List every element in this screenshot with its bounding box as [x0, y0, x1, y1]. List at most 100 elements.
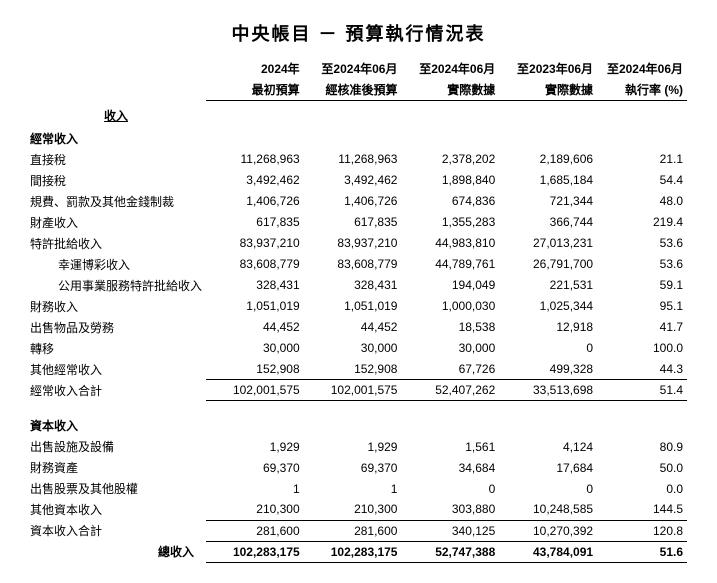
cell: 2,189,606: [499, 149, 597, 170]
cell: 194,049: [401, 275, 499, 296]
cell: 27,013,231: [499, 233, 597, 254]
cell: 53.6: [597, 254, 687, 275]
cell: 328,431: [304, 275, 402, 296]
cell: 83,937,210: [304, 233, 402, 254]
cell: 1,929: [304, 436, 402, 457]
cell: 1,355,283: [401, 212, 499, 233]
cell: 219.4: [597, 212, 687, 233]
cell: 34,684: [401, 457, 499, 478]
cell: 26,791,700: [499, 254, 597, 275]
cell: 102,001,575: [206, 380, 304, 401]
cell: 303,880: [401, 499, 499, 520]
cell: 83,937,210: [206, 233, 304, 254]
cell: 59.1: [597, 275, 687, 296]
cell: 83,608,779: [206, 254, 304, 275]
cell: 3,492,462: [206, 170, 304, 191]
cell: 1,406,726: [206, 191, 304, 212]
cell: 1,929: [206, 436, 304, 457]
cell: 44,983,810: [401, 233, 499, 254]
row-label: 出售股票及其他股權: [30, 478, 206, 499]
col5-h2: 執行率 (%): [597, 79, 687, 101]
row-label: 出售設施及設備: [30, 436, 206, 457]
row-label: 資本收入合計: [30, 520, 206, 541]
cell: 18,538: [401, 317, 499, 338]
row-label: 財務收入: [30, 296, 206, 317]
cell: 617,835: [304, 212, 402, 233]
cell: 120.8: [597, 520, 687, 541]
cell: 30,000: [401, 338, 499, 359]
cell: 17,684: [499, 457, 597, 478]
cell: 44,452: [304, 317, 402, 338]
cell: 1,685,184: [499, 170, 597, 191]
cell: 152,908: [304, 359, 402, 380]
cell: 4,124: [499, 436, 597, 457]
cell: 10,248,585: [499, 499, 597, 520]
cell: 1,561: [401, 436, 499, 457]
cell: 43,784,091: [499, 541, 597, 562]
row-label: 其他資本收入: [30, 499, 206, 520]
cell: 44.3: [597, 359, 687, 380]
section-income-header: 收入: [30, 101, 206, 128]
cell: 52,407,262: [401, 380, 499, 401]
cell: 0: [499, 478, 597, 499]
cell: 52,747,388: [401, 541, 499, 562]
cell: 2,378,202: [401, 149, 499, 170]
row-label: 財產收入: [30, 212, 206, 233]
cell: 30,000: [206, 338, 304, 359]
row-label: 幸運博彩收入: [30, 254, 206, 275]
cell: 340,125: [401, 520, 499, 541]
row-label: 間接稅: [30, 170, 206, 191]
col4-h2: 實際數據: [499, 79, 597, 101]
row-label: 直接稅: [30, 149, 206, 170]
capital-income-header: 資本收入: [30, 415, 206, 436]
cell: 50.0: [597, 457, 687, 478]
row-label: 財務資產: [30, 457, 206, 478]
cell: 69,370: [206, 457, 304, 478]
row-label: 公用事業服務特許批給收入: [30, 275, 206, 296]
cell: 100.0: [597, 338, 687, 359]
cell: 21.1: [597, 149, 687, 170]
row-label: 轉移: [30, 338, 206, 359]
col2-h1: 至2024年06月: [304, 60, 402, 79]
cell: 144.5: [597, 499, 687, 520]
cell: 102,283,175: [304, 541, 402, 562]
cell: 51.6: [597, 541, 687, 562]
cell: 1,051,019: [304, 296, 402, 317]
col3-h2: 實際數據: [401, 79, 499, 101]
cell: 221,531: [499, 275, 597, 296]
cell: 102,001,575: [304, 380, 402, 401]
cell: 152,908: [206, 359, 304, 380]
cell: 0: [401, 478, 499, 499]
cell: 1,000,030: [401, 296, 499, 317]
cell: 210,300: [304, 499, 402, 520]
cell: 281,600: [304, 520, 402, 541]
cell: 30,000: [304, 338, 402, 359]
cell: 210,300: [206, 499, 304, 520]
cell: 0: [499, 338, 597, 359]
cell: 80.9: [597, 436, 687, 457]
cell: 48.0: [597, 191, 687, 212]
cell: 328,431: [206, 275, 304, 296]
cell: 33,513,698: [499, 380, 597, 401]
cell: 617,835: [206, 212, 304, 233]
recurring-income-header: 經常收入: [30, 128, 206, 149]
cell: 0.0: [597, 478, 687, 499]
cell: 11,268,963: [304, 149, 402, 170]
cell: 51.4: [597, 380, 687, 401]
cell: 1,025,344: [499, 296, 597, 317]
cell: 1,051,019: [206, 296, 304, 317]
cell: 41.7: [597, 317, 687, 338]
cell: 102,283,175: [206, 541, 304, 562]
cell: 95.1: [597, 296, 687, 317]
row-label: 規費、罰款及其他金錢制裁: [30, 191, 206, 212]
cell: 366,744: [499, 212, 597, 233]
cell: 1: [206, 478, 304, 499]
cell: 54.4: [597, 170, 687, 191]
col1-h1: 2024年: [206, 60, 304, 79]
cell: 281,600: [206, 520, 304, 541]
cell: 12,918: [499, 317, 597, 338]
cell: 1: [304, 478, 402, 499]
cell: 721,344: [499, 191, 597, 212]
cell: 10,270,392: [499, 520, 597, 541]
row-label: 經常收入合計: [30, 380, 206, 401]
